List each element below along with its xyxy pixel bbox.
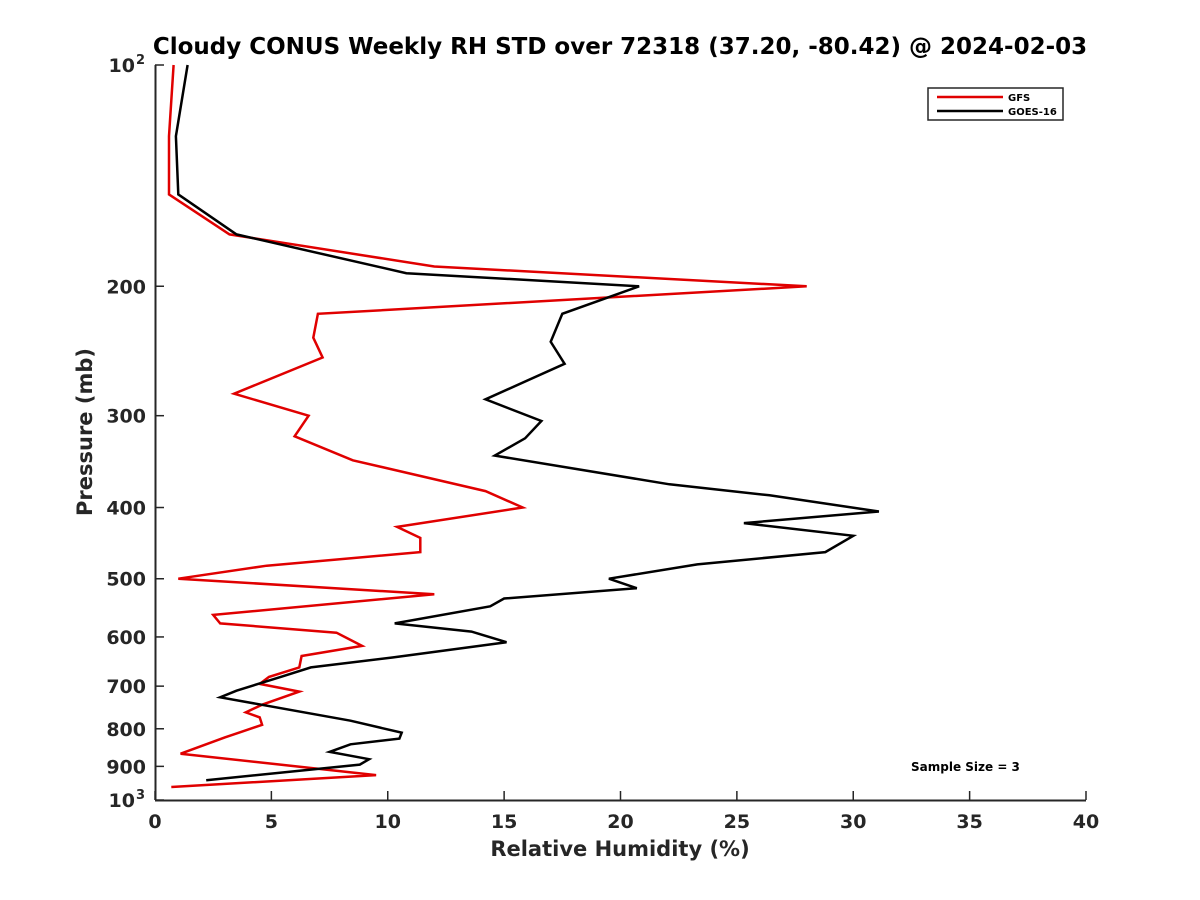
chart-title: Cloudy CONUS Weekly RH STD over 72318 (3… (153, 34, 1087, 60)
x-tick-label: 15 (491, 811, 517, 833)
x-tick-label: 25 (724, 811, 750, 833)
x-tick-label: 10 (375, 811, 401, 833)
legend-label-gfs: GFS (1008, 93, 1030, 104)
x-axis-title: Relative Humidity (%) (490, 837, 749, 861)
y-tick-label: 900 (106, 756, 146, 778)
y-tick-label: 300 (106, 406, 146, 428)
y-tick-label: 10 (109, 55, 135, 77)
y-tick-label: 10 (109, 790, 135, 812)
x-tick-label: 30 (840, 811, 866, 833)
y-axis-title: Pressure (mb) (73, 348, 97, 516)
y-tick-label: 700 (106, 676, 146, 698)
sample-size-annotation: Sample Size = 3 (911, 760, 1020, 774)
x-tick-label: 35 (956, 811, 982, 833)
x-tick-label: 40 (1073, 811, 1099, 833)
legend-label-goes16: GOES-16 (1008, 107, 1057, 118)
y-tick-exponent: 2 (136, 53, 145, 68)
legend-box (927, 87, 1064, 121)
x-ticks: 0 5 10 15 20 25 30 35 40 (148, 791, 1099, 833)
y-tick-label: 400 (106, 498, 146, 520)
y-tick-exponent: 3 (136, 788, 145, 803)
series-line-goes16 (174, 64, 880, 782)
plot-marks (167, 64, 880, 789)
x-tick-label: 5 (265, 811, 278, 833)
y-tick-label: 500 (106, 569, 146, 591)
legend: GFS GOES-16 (927, 87, 1064, 121)
series-line-gfs (167, 64, 807, 789)
x-tick-label: 0 (148, 811, 161, 833)
y-tick-label: 800 (106, 719, 146, 741)
y-tick-label: 600 (106, 627, 146, 649)
x-tick-label: 20 (607, 811, 633, 833)
y-tick-label: 200 (106, 276, 146, 298)
